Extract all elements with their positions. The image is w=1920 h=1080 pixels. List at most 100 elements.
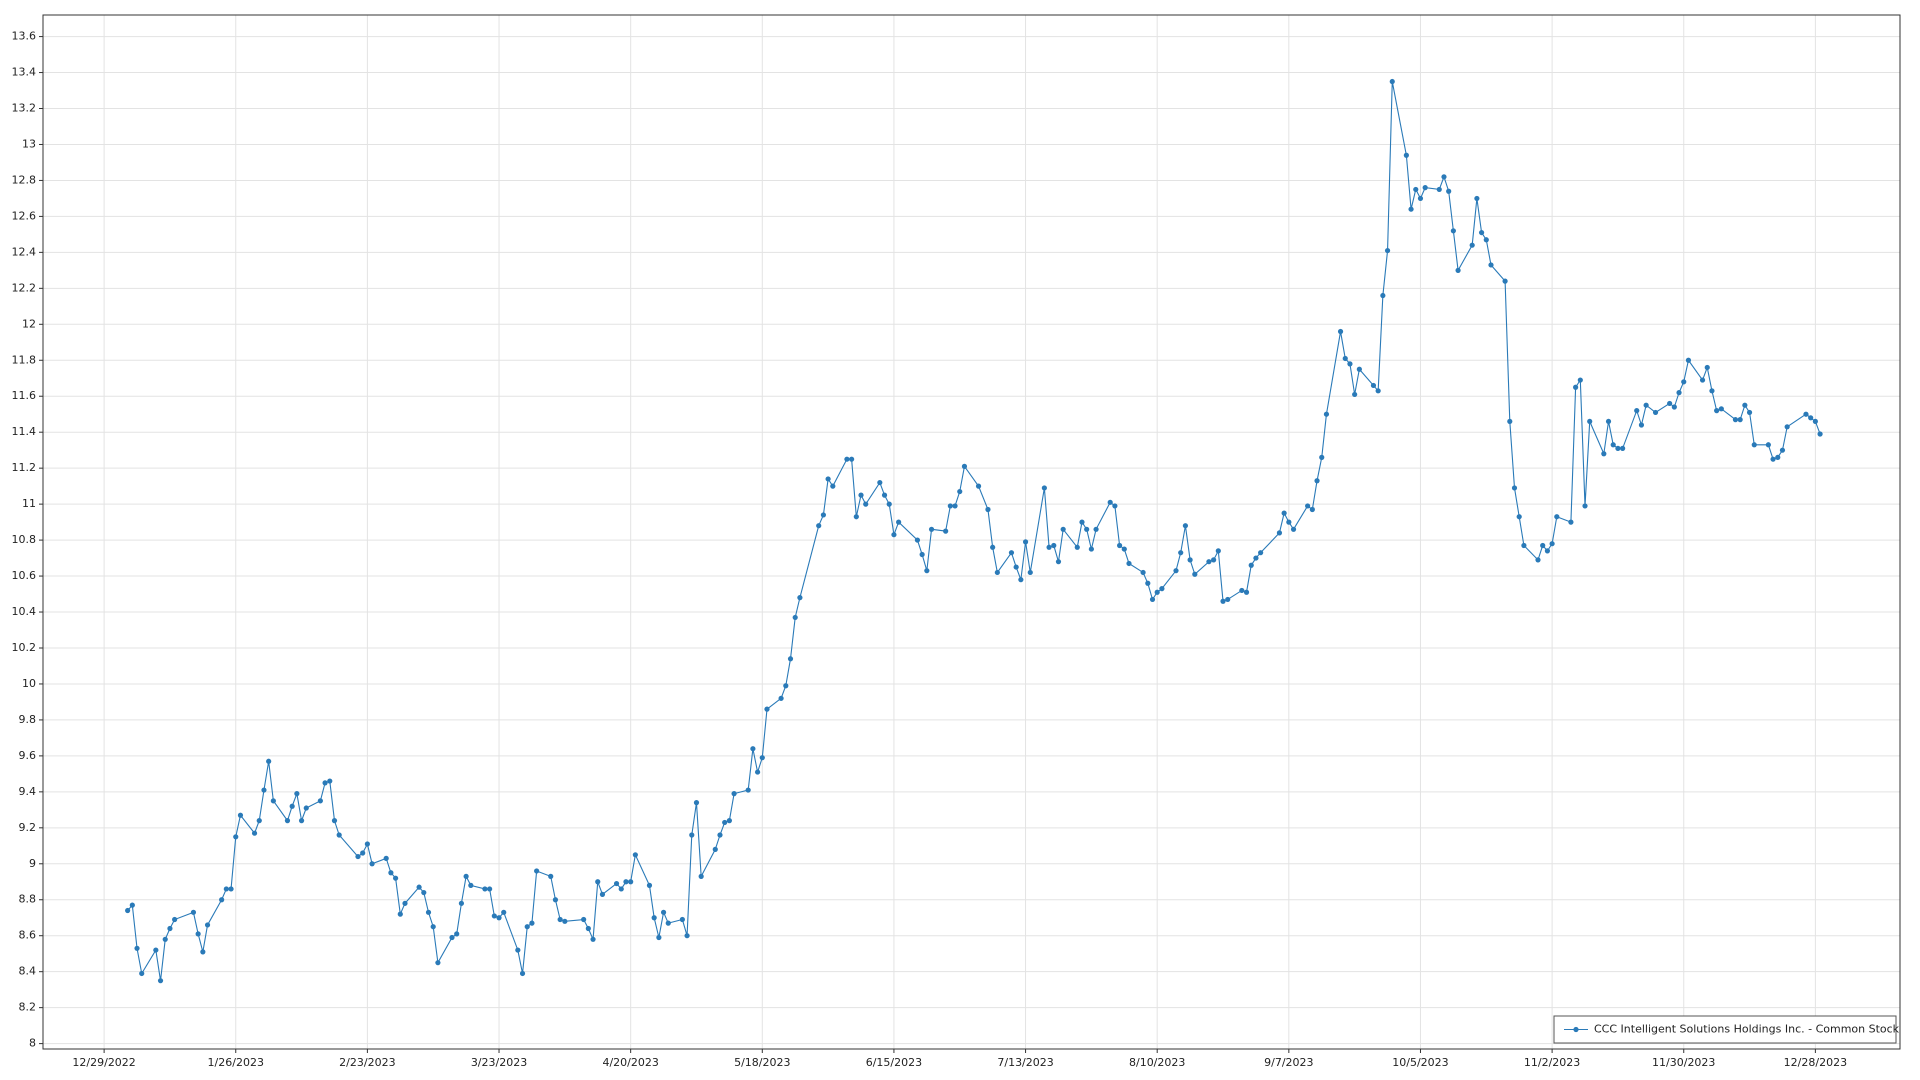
data-point: [1714, 408, 1720, 414]
data-point: [1620, 445, 1626, 451]
data-point: [787, 656, 794, 662]
data-point: [125, 907, 131, 914]
data-point: [402, 900, 408, 906]
legend-marker: [1573, 1026, 1579, 1033]
data-point: [816, 523, 822, 529]
data-point: [881, 492, 888, 498]
data-point: [430, 924, 436, 930]
data-point: [1375, 388, 1381, 394]
legend: CCC Intelligent Solutions Holdings Inc. …: [1553, 1015, 1900, 1044]
data-point: [294, 791, 300, 797]
data-point: [1573, 384, 1579, 390]
data-point: [172, 916, 178, 923]
data-point: [331, 818, 338, 824]
data-point: [1549, 541, 1555, 547]
y-tick-label: 12.2: [12, 281, 37, 294]
y-tick-label: 12.6: [12, 209, 37, 222]
data-point: [849, 456, 855, 462]
data-point: [322, 780, 328, 786]
data-point: [1041, 485, 1047, 491]
data-point: [1013, 564, 1019, 570]
data-point: [416, 884, 422, 890]
data-point: [1342, 355, 1348, 362]
data-point: [1154, 589, 1160, 595]
data-point: [557, 916, 563, 923]
data-point: [153, 947, 159, 953]
data-point: [1356, 366, 1362, 372]
data-point: [1441, 174, 1447, 180]
data-point: [496, 915, 502, 921]
y-tick-label: 8.6: [19, 929, 37, 942]
y-tick-label: 8: [29, 1037, 36, 1050]
data-point: [1309, 506, 1315, 513]
data-point: [1511, 485, 1518, 491]
data-point: [820, 512, 827, 518]
x-tick-label: 2/23/2023: [339, 1056, 395, 1069]
data-point: [783, 683, 789, 689]
data-point: [317, 798, 323, 804]
data-point: [684, 933, 690, 939]
data-point: [778, 695, 784, 701]
data-point: [1779, 447, 1786, 453]
data-point: [1469, 242, 1475, 248]
data-point: [1211, 557, 1217, 563]
data-point: [1742, 402, 1748, 408]
y-tick-label: 12: [22, 317, 36, 330]
y-tick-label: 13.2: [12, 102, 37, 115]
data-point: [157, 978, 164, 984]
data-point: [792, 614, 798, 621]
data-point: [303, 805, 309, 811]
data-point: [1107, 499, 1113, 505]
data-point: [1417, 195, 1424, 202]
data-point: [830, 483, 836, 489]
data-point: [134, 945, 140, 951]
data-point: [613, 880, 620, 887]
data-point: [1088, 546, 1094, 552]
data-point: [1770, 456, 1776, 462]
data-point: [693, 800, 700, 806]
data-point: [943, 528, 949, 534]
data-point: [1337, 328, 1344, 335]
x-tick-label: 12/28/2023: [1784, 1056, 1847, 1069]
y-tick-label: 10.4: [12, 605, 37, 618]
data-point: [947, 503, 953, 509]
data-point: [369, 861, 375, 867]
data-point: [858, 492, 864, 498]
data-point: [383, 855, 389, 861]
data-point: [1159, 586, 1165, 592]
data-point: [585, 925, 591, 932]
data-point: [1084, 526, 1090, 532]
data-point: [731, 791, 737, 797]
data-point: [1582, 503, 1588, 509]
data-point: [501, 909, 507, 915]
data-point: [1605, 418, 1612, 425]
y-tick-label: 13.4: [12, 66, 37, 79]
data-point: [491, 913, 497, 919]
data-point: [722, 819, 728, 826]
data-point: [1347, 361, 1353, 367]
data-point: [1474, 195, 1480, 202]
x-tick-label: 12/29/2022: [72, 1056, 135, 1069]
y-tick-label: 11.6: [12, 389, 37, 402]
data-point: [689, 832, 695, 838]
data-point: [1775, 454, 1781, 460]
y-tick-label: 13.6: [12, 30, 37, 43]
data-point: [529, 920, 535, 926]
data-point: [886, 501, 892, 507]
data-point: [1243, 589, 1250, 595]
data-point: [656, 934, 662, 941]
data-point: [1220, 598, 1226, 604]
data-point: [261, 787, 267, 793]
data-point: [1450, 228, 1456, 234]
data-point: [1535, 557, 1541, 563]
data-point: [1544, 548, 1551, 554]
data-point: [632, 852, 638, 858]
y-tick-label: 11.8: [12, 353, 37, 366]
data-point: [1248, 562, 1254, 568]
data-point: [515, 947, 521, 953]
data-point: [129, 902, 135, 908]
series-line: [127, 81, 1821, 981]
data-point: [1253, 555, 1259, 561]
data-point: [1446, 188, 1452, 194]
data-point: [1286, 519, 1292, 525]
